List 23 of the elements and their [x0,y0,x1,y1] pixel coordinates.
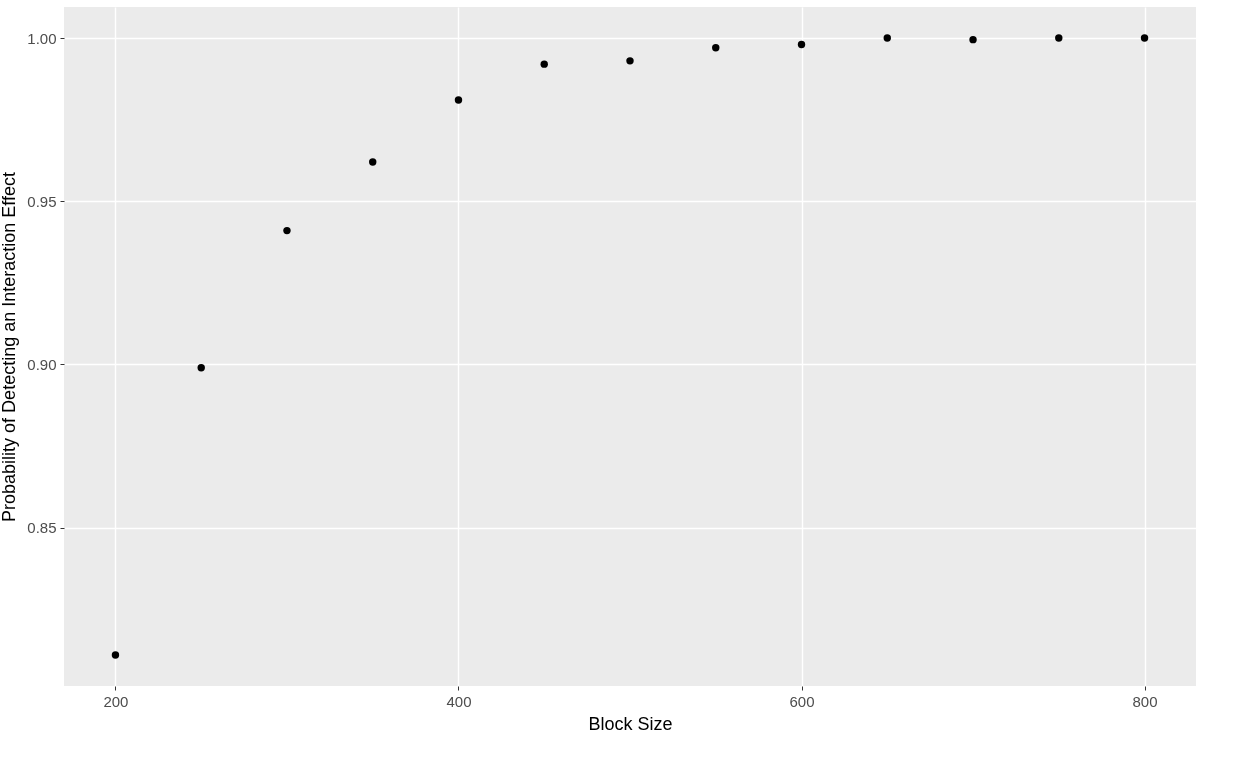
point [1140,34,1149,42]
point [797,40,806,49]
point [883,34,891,42]
point [111,651,120,659]
point [1055,34,1063,42]
point [712,44,720,52]
point [283,226,291,235]
x-tick-label: 800 [1132,692,1158,710]
point [626,57,634,65]
point [454,96,463,104]
point [197,364,205,372]
y-tick-label: 0.85 [27,519,57,537]
y-axis-title: Probability of Detecting an Interaction Effect [0,172,20,522]
x-tick-label: 400 [446,692,472,710]
point [540,60,548,68]
y-tick-label: 1.00 [27,29,57,47]
y-tick-label: 0.95 [27,192,57,210]
y-tick-label: 0.90 [27,355,57,373]
x-axis-title: Block Size [588,713,673,734]
x-tick-label: 600 [789,692,815,710]
x-tick-label: 200 [103,692,129,710]
point [969,35,977,44]
point [369,158,377,166]
